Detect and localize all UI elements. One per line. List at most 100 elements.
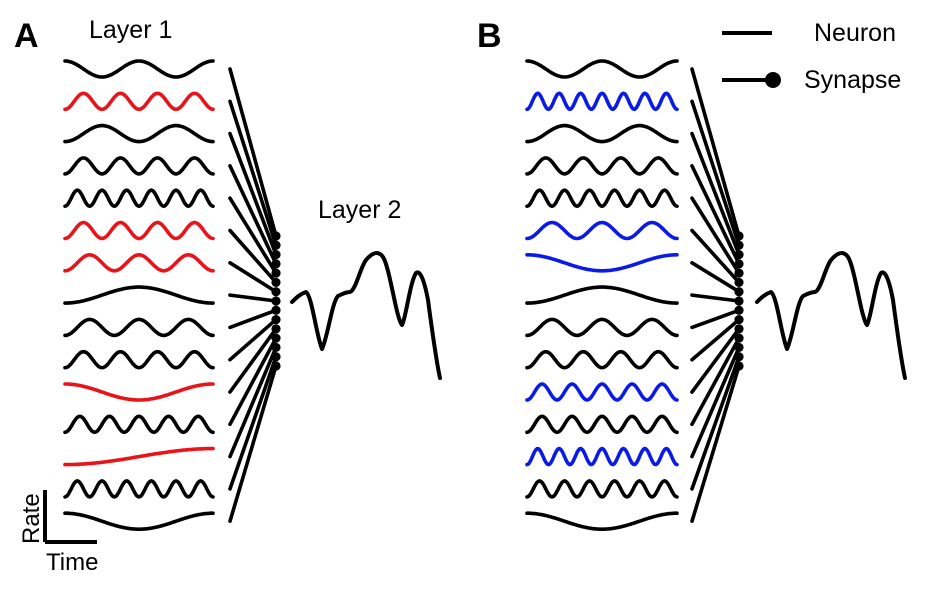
panel-a-synapse-line-11 [228,327,278,394]
panel-b-synapse-line-14 [690,354,741,491]
panel-b-neuron-trace-10 [525,349,679,370]
panel-a-neuron-trace-8 [63,285,215,305]
legend: Neuron Synapse [722,19,901,94]
panel-a-neuron-trace-4 [63,156,215,176]
panel-b-synapse-line-6 [690,228,741,285]
panel-b-neuron-trace-3 [525,123,679,144]
panel-a-synapse-line-4 [228,164,278,266]
panel-b-neuron-trace-1 [525,59,679,79]
panel-b-synapse-line-3 [690,131,741,257]
layer-2-label: Layer 2 [318,196,401,224]
panel-a-synapse-dot-5 [271,268,281,278]
panel-b-synapse-line-10 [690,317,741,362]
panel-b-synapses [690,67,744,524]
panel-a-layer1-neurons [63,59,215,531]
panel-a-letter: A [14,17,39,55]
panel-b-synapse-dot-9 [734,305,744,315]
panel-b-synapse-dot-5 [734,268,744,278]
panel-b: B Neuron Synapse [477,17,907,531]
panel-a-synapse-dot-12 [271,333,281,343]
panel-a-synapse-line-13 [228,345,278,459]
panel-b-synapse-dot-14 [734,352,744,362]
panel-a-neuron-trace-6 [63,220,215,241]
panel-b-neuron-trace-7 [525,253,679,273]
panel-b-neuron-trace-13 [525,446,679,467]
panel-a-synapse-line-5 [228,196,278,275]
panel-b-synapse-dot-11 [734,324,744,334]
panel-a-neuron-trace-5 [63,188,215,209]
panel-b-neuron-trace-6 [525,220,679,241]
panel-a-synapse-dot-14 [271,352,281,362]
panel-b-synapse-line-2 [690,99,741,248]
panel-b-synapse-dot-13 [734,342,744,353]
panel-b-neuron-trace-4 [525,156,679,176]
panel-a-synapse-line-3 [228,131,278,257]
panel-b-synapse-line-11 [690,327,741,394]
synapse-legend-dot [765,72,781,88]
panel-a-synapse-dot-9 [271,305,281,315]
panel-b-synapse-dot-10 [734,314,744,325]
panel-b-synapse-line-7 [690,260,741,294]
panel-a-neuron-trace-15 [63,511,215,531]
rate-time-scale-bar: Rate Time [18,490,98,576]
panel-b-neuron-trace-12 [525,414,679,435]
panel-a-synapses [228,67,281,524]
panel-b-synapse-line-12 [690,336,741,427]
panel-b-neuron-trace-5 [525,188,679,209]
panel-b-synapse-dot-7 [734,287,744,297]
panel-b-synapse-line-8 [690,293,741,303]
panel-b-synapse-line-1 [690,67,741,238]
panel-b-synapse-dot-12 [734,333,744,343]
panel-a-synapse-dot-11 [271,324,281,334]
panel-a-neuron-trace-13 [63,446,215,467]
synapse-legend-label: Synapse [804,66,901,94]
panel-a-synapse-line-15 [228,364,278,524]
panel-a-synapse-line-1 [228,67,278,238]
panel-a-synapse-dot-15 [271,361,281,371]
panel-a-neuron-trace-9 [63,317,215,338]
panel-a-neuron-trace-12 [63,414,215,435]
panel-a-layer2-output-trace [290,251,442,380]
panel-a-synapse-line-9 [228,308,278,330]
neuron-legend-label: Neuron [814,19,896,47]
panel-a: A Layer 1 Layer 2 Rate Time [14,16,442,576]
panel-b-synapse-line-5 [690,196,741,275]
panel-b-synapse-dot-15 [734,361,744,371]
panel-a-neuron-trace-14 [63,479,215,499]
panel-a-synapse-dot-10 [271,314,281,325]
panel-b-letter: B [477,17,502,55]
panel-b-synapse-dot-6 [734,277,744,288]
panel-a-neuron-trace-1 [63,59,215,79]
panel-a-synapse-line-12 [228,336,278,427]
panel-b-synapse-line-13 [690,345,741,459]
panel-a-neuron-trace-2 [63,91,215,112]
panel-b-neuron-trace-11 [525,382,679,402]
panel-a-synapse-dot-7 [271,287,281,297]
rate-axis-label: Rate [18,493,45,544]
panel-b-synapse-line-15 [690,364,741,524]
panel-a-synapse-dot-13 [271,342,281,353]
panel-a-synapse-line-2 [228,99,278,248]
panel-b-neuron-trace-15 [525,511,679,531]
panel-b-neuron-trace-2 [525,91,679,112]
panel-b-neuron-trace-8 [525,285,679,305]
panel-b-layer1-neurons [525,59,679,531]
layer-1-label: Layer 1 [89,16,172,44]
panel-b-synapse-line-4 [690,164,741,266]
panel-a-neuron-trace-3 [63,123,215,144]
time-axis-label: Time [46,549,98,576]
panel-a-neuron-trace-10 [63,349,215,370]
panel-a-synapse-line-8 [228,293,278,303]
panel-a-synapse-line-14 [228,354,278,491]
panel-a-neuron-trace-7 [63,252,215,273]
panel-a-synapse-line-6 [228,228,278,285]
panel-b-synapse-line-9 [690,308,741,330]
panel-a-neuron-trace-11 [63,382,215,402]
panel-a-synapse-dot-6 [271,277,281,288]
panel-a-synapse-line-10 [228,317,278,362]
panel-b-synapse-dot-8 [734,296,744,306]
panel-b-neuron-trace-9 [525,317,679,338]
panel-b-neuron-trace-14 [525,479,679,499]
panel-a-synapse-line-7 [228,260,278,294]
